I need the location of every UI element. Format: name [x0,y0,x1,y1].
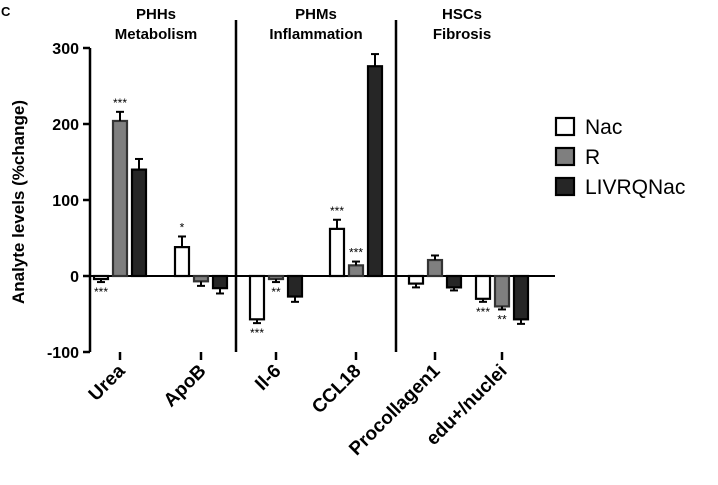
bar-livrqnac [366,65,384,278]
y-tick-label: 200 [52,117,79,134]
bar-r [267,274,285,281]
panel-letter: C [1,4,11,19]
category-label: Urea [85,360,130,405]
bar-nac [407,274,425,285]
bar-nac [248,274,266,321]
bar-r [426,258,444,278]
bar-livrqnac [211,274,229,290]
significance-mark: *** [250,326,264,340]
y-tick-label: 100 [52,193,79,210]
y-tick-label: -100 [47,345,79,362]
significance-mark: *** [113,96,127,110]
bar-r [347,264,365,278]
group-title-line2: Inflammation [269,26,362,43]
y-axis-title: Analyte levels (%change) [9,100,28,304]
category-label: ApoB [160,361,211,412]
legend-swatch-r [554,146,576,167]
category-label: Il-6 [251,361,285,395]
significance-mark: * [180,220,185,234]
bar-nac [173,246,191,278]
legend-swatch-nac [554,116,576,137]
group-title-line1: PHHs [136,6,176,23]
bar-livrqnac [130,168,148,278]
legend-swatch-livrqnac [554,176,576,197]
category-label: CCL18 [308,361,365,418]
significance-mark: *** [330,204,344,218]
group-title-line1: PHMs [295,6,337,23]
bar-r [192,274,210,283]
bar-r [111,119,129,278]
bar-nac [92,274,110,281]
legend-label: LIVRQNac [585,176,685,199]
bar-nac [328,227,346,278]
y-tick-label: 300 [52,41,79,58]
y-tick-label: 0 [70,269,79,286]
legend-label: Nac [585,116,622,139]
bar-livrqnac [512,274,530,321]
group-title-line2: Fibrosis [433,26,491,43]
bar-r [493,274,511,308]
significance-mark: *** [94,285,108,299]
significance-mark: ** [271,285,281,299]
legend-label: R [585,146,600,169]
bar-livrqnac [286,274,304,298]
group-title-line2: Metabolism [115,26,198,43]
significance-mark: ** [497,312,507,326]
significance-mark: *** [349,246,363,260]
bar-livrqnac [445,274,463,289]
group-title-line1: HSCs [442,6,482,23]
bar-nac [474,274,492,300]
significance-mark: *** [476,305,490,319]
